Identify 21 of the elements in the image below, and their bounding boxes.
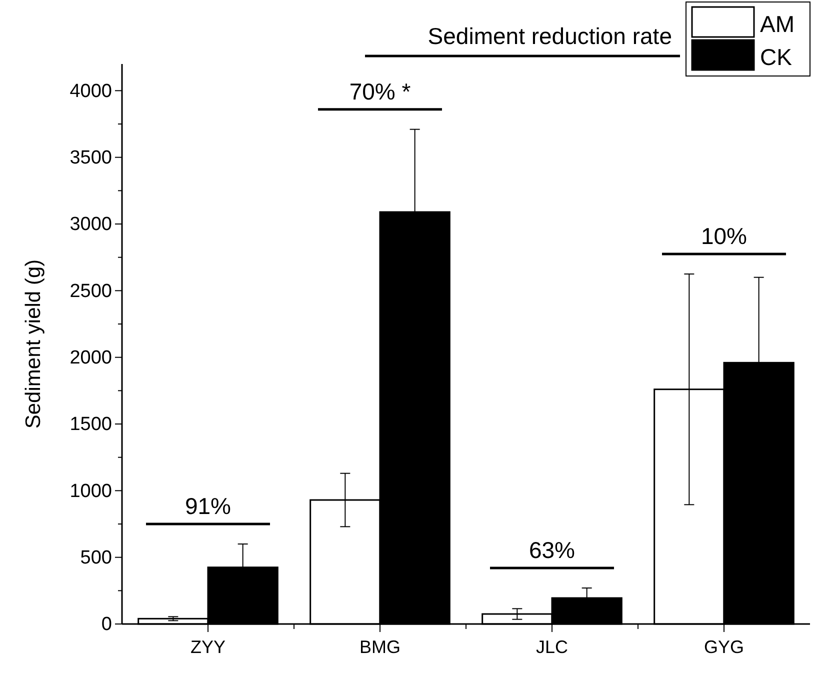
- y-axis-title: Sediment yield (g): [22, 259, 45, 429]
- y-tick-label: 4000: [70, 80, 112, 102]
- x-tick-label: JLC: [536, 637, 568, 657]
- y-tick-label: 500: [80, 547, 112, 568]
- y-tick-label: 3500: [70, 147, 112, 168]
- y-tick-label: 1500: [70, 414, 112, 436]
- y-tick-label: 2500: [70, 280, 112, 302]
- x-tick-label: ZYY: [190, 637, 226, 657]
- legend-label: AM: [760, 11, 794, 37]
- x-tick-label: GYG: [704, 637, 744, 657]
- y-tick-label: 1000: [70, 480, 112, 502]
- legend-label: CK: [760, 44, 793, 70]
- annotation: 10%: [700, 223, 748, 249]
- x-tick-label: BMG: [359, 637, 401, 657]
- y-tick-label: 0: [101, 614, 112, 636]
- text: Sediment reduction rate: [428, 23, 672, 49]
- annotation: 91%: [184, 493, 232, 519]
- y-tick-label: 3000: [70, 214, 112, 236]
- annotation: 63%: [528, 537, 576, 563]
- y-tick-label: 2000: [70, 347, 112, 368]
- annotation: 70% *: [349, 78, 411, 104]
